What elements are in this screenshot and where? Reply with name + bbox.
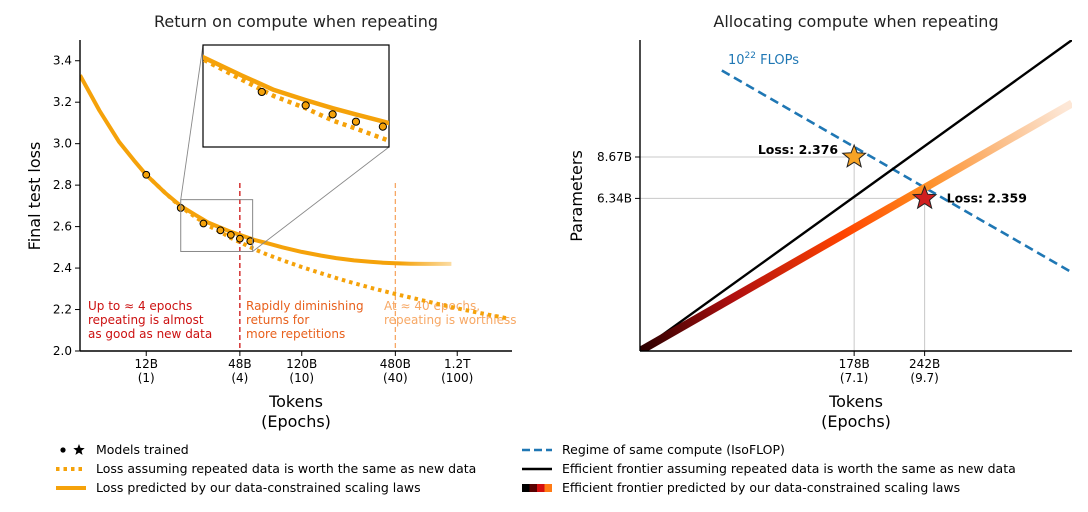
legend-dot-icon (60, 447, 66, 453)
y-tick-label: 8.67B (597, 150, 632, 164)
annotation-line: as good as new data (88, 327, 212, 341)
isoflop-line (721, 69, 1072, 274)
x-tick-label: 12B (134, 357, 158, 371)
model-point (199, 219, 208, 228)
legend-star-icon (73, 444, 85, 455)
x-tick-label: 48B (228, 357, 252, 371)
inset-model-point (378, 122, 387, 131)
loss-predicted-line (80, 74, 452, 266)
y-tick-label: 3.2 (53, 95, 72, 109)
annotation-line: repeating is almost (88, 313, 204, 327)
chart-title: Return on compute when repeating (154, 12, 438, 31)
annotation-line: Up to ≈ 4 epochs (88, 299, 192, 313)
inset-model-point (301, 101, 310, 110)
x-tick-epoch-label: (9.7) (910, 371, 938, 385)
y-tick-label: 3.0 (53, 137, 72, 151)
x-tick-epoch-label: (10) (289, 371, 314, 385)
annotation-line: returns for (246, 313, 309, 327)
x-tick-label: 1.2T (444, 357, 471, 371)
model-point (216, 226, 225, 235)
y-tick-label: 2.2 (53, 303, 72, 317)
frontier-predicted-line (640, 99, 1072, 351)
x-tick-label: 242B (909, 357, 940, 371)
x-tick-label: 480B (380, 357, 411, 371)
inset-model-point (328, 110, 337, 119)
left-chart: Return on compute when repeating Up to ≈… (25, 12, 517, 431)
legend-right: Regime of same compute (IsoFLOP) Efficien… (522, 442, 1016, 495)
legend-label: Regime of same compute (IsoFLOP) (562, 442, 785, 457)
annotation-2: Rapidly diminishing returns for more repet… (246, 299, 364, 341)
frontier-new-data-line (640, 40, 1072, 351)
annotation-1: Up to ≈ 4 epochs repeating is almost as go… (88, 299, 212, 341)
legend-label: Loss assuming repeated data is worth the… (96, 461, 476, 476)
legend-label: Efficient frontier assuming repeated dat… (562, 461, 1016, 476)
chart-title: Allocating compute when repeating (713, 12, 998, 31)
x-tick-label: 120B (286, 357, 317, 371)
model-point (142, 170, 151, 179)
loss-label: Loss: 2.359 (947, 190, 1027, 205)
legend-label: Efficient frontier predicted by our data… (562, 480, 960, 495)
loss-label: Loss: 2.376 (758, 142, 839, 157)
loss-new-data-line (144, 173, 508, 321)
annotation-line: more repetitions (246, 327, 345, 341)
right-chart: Allocating compute when repeating 1022 F… (567, 12, 1072, 431)
x-tick-epoch-label: (4) (231, 371, 248, 385)
y-tick-label: 2.0 (53, 344, 72, 358)
y-axis-label: Parameters (567, 150, 586, 242)
optimal-point-star (911, 185, 938, 210)
curve-fade (400, 250, 484, 280)
zoom-connector (180, 44, 204, 200)
annotation-line: repeating is worthless (384, 313, 517, 327)
x-tick-epoch-label: (100) (441, 371, 473, 385)
y-tick-label: 2.6 (53, 220, 72, 234)
y-tick-label: 2.8 (53, 178, 72, 192)
legend-label: Loss predicted by our data-constrained s… (96, 480, 421, 495)
y-tick-label: 2.4 (53, 261, 72, 275)
legend-left: Models trained Loss assuming repeated dat… (56, 442, 476, 495)
legend-label: Models trained (96, 442, 189, 457)
legend-gradient-icon (522, 484, 552, 492)
zoom-region (180, 199, 254, 252)
annotation-3: At ≈ 40 epochs, repeating is worthless (384, 299, 517, 327)
x-axis-label: Tokens (268, 392, 323, 411)
x-tick-epoch-label: (7.1) (840, 371, 868, 385)
x-tick-label: 178B (839, 357, 870, 371)
model-point (246, 237, 255, 246)
optimal-point-star (841, 143, 867, 168)
inset-model-point (257, 87, 266, 97)
x-axis-label: Tokens (828, 392, 883, 411)
inset-model-point (351, 117, 361, 126)
x-axis-sublabel: (Epochs) (821, 412, 891, 431)
x-tick-epoch-label: (40) (383, 371, 408, 385)
isoflop-label: 1022 FLOPs (728, 51, 799, 68)
annotation-line: At ≈ 40 epochs, (384, 299, 480, 313)
model-point (226, 230, 235, 239)
zoom-connector (252, 146, 390, 252)
annotation-line: Rapidly diminishing (246, 299, 364, 313)
y-tick-label: 6.34B (597, 191, 632, 205)
x-axis-sublabel: (Epochs) (261, 412, 331, 431)
y-axis-label: Final test loss (25, 142, 44, 251)
y-tick-label: 3.4 (53, 54, 72, 68)
inset-plot (203, 54, 389, 144)
x-tick-epoch-label: (1) (138, 371, 155, 385)
model-point (235, 234, 244, 243)
